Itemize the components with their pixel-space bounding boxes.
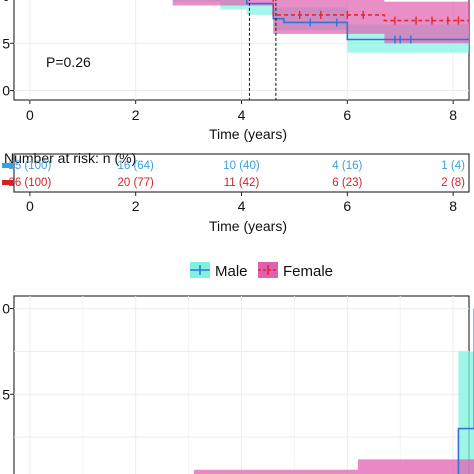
legend-entry-male: Male (190, 262, 248, 280)
risk-cell-male-4: 1 (4) (441, 160, 465, 172)
risk-x-tick-label-3: 6 (343, 198, 351, 214)
survival-x-tick-label-2: 4 (238, 107, 246, 123)
curve-male (245, 0, 469, 41)
incidence-curves (457, 308, 474, 474)
survival-y-tick-label-2: 0 (2, 83, 10, 99)
risk-cell-female-4: 2 (8) (441, 177, 465, 189)
risk-table-rows: 25 (100) 16 (64) 10 (40) 4 (16) 1 (4) 26 (100… (2, 160, 465, 189)
risk-table-x-axis-label: Time (years) (209, 218, 287, 234)
incidence-y-tick-label-1: 5 (2, 386, 10, 402)
survival-curves (245, 0, 469, 41)
cumulative-incidence-panel: 0 5 0 (2, 295, 474, 474)
risk-row-swatch-female (2, 180, 14, 185)
incidence-y-tick-label-2: 0 (2, 472, 10, 474)
risk-row-swatch-male (2, 163, 14, 168)
risk-table-x-ticks: 0 2 4 6 8 (26, 192, 457, 214)
median-markers (248, 0, 277, 100)
risk-cell-female-0: 26 (100) (8, 177, 51, 189)
incidence-y-tick-label-0: 0 (2, 301, 10, 317)
legend-label-female: Female (283, 263, 333, 280)
risk-x-tick-label-4: 8 (449, 198, 457, 214)
risk-x-tick-label-1: 2 (132, 198, 140, 214)
risk-cell-male-0: 25 (100) (8, 160, 51, 172)
risk-cell-male-2: 10 (40) (223, 160, 260, 172)
risk-cell-female-3: 6 (23) (332, 177, 362, 189)
survival-y-tick-label-1: 5 (2, 35, 10, 51)
incidence-y-ticks: 0 5 0 (2, 301, 14, 474)
incidence-curve-male (457, 308, 474, 474)
number-at-risk-table: Number at risk: n (%) 25 (100) 16 (64) 10 … (2, 150, 470, 234)
incidence-confidence-bands (193, 351, 474, 474)
legend-entry-female: Female (258, 262, 333, 280)
survival-x-tick-label-4: 8 (449, 107, 457, 123)
incidence-band-female (193, 459, 474, 474)
legend: Male Female (190, 262, 333, 280)
incidence-band-male (458, 351, 474, 474)
legend-label-male: Male (215, 263, 248, 280)
survival-panel: 0 5 0 0 2 4 6 8 P=0.26 Time (years) (2, 0, 470, 142)
survival-y-tick-label-0: 0 (2, 0, 10, 4)
survival-censor-marks (298, 10, 460, 44)
survival-x-tick-label-1: 2 (132, 107, 140, 123)
survival-y-ticks: 0 5 0 (2, 0, 14, 99)
curve-female (272, 0, 469, 22)
survival-x-axis-label: Time (years) (209, 126, 287, 142)
risk-x-tick-label-2: 4 (238, 198, 246, 214)
incidence-gridlines (14, 296, 469, 474)
p-value-annotation: P=0.26 (46, 54, 91, 70)
survival-x-tick-label-3: 6 (343, 107, 351, 123)
risk-cell-female-2: 11 (42) (224, 177, 260, 189)
risk-cell-female-1: 20 (77) (117, 177, 154, 189)
risk-cell-male-3: 4 (16) (332, 160, 362, 172)
survival-x-ticks: 0 2 4 6 8 (26, 100, 457, 123)
risk-cell-male-1: 16 (64) (117, 160, 154, 172)
risk-x-tick-label-0: 0 (26, 198, 34, 214)
survival-x-tick-label-0: 0 (26, 107, 34, 123)
